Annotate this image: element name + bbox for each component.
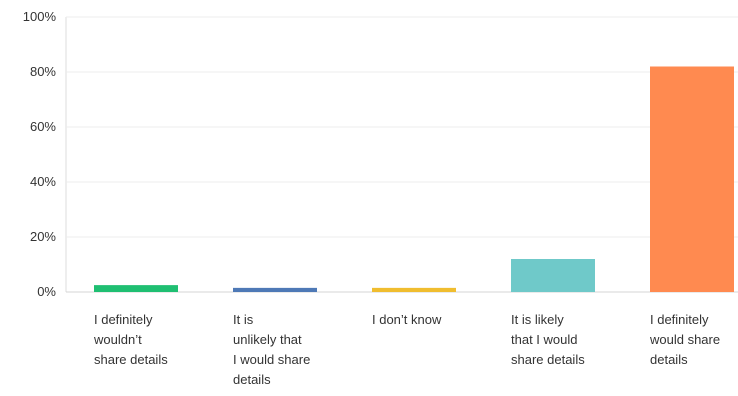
bar-2[interactable] [233,287,317,292]
bars [94,66,734,293]
x-tick-label-line: wouldn’t [93,332,142,347]
x-tick-label-line: details [650,352,688,367]
y-tick-label: 60% [30,119,56,134]
y-tick-label: 20% [30,229,56,244]
x-tick-label: I definitely would share details [649,312,720,367]
x-tick-label: It is likely that I would share details [511,312,585,367]
y-tick-label: 100% [23,9,57,24]
bar-4[interactable] [511,259,595,292]
x-tick-label-line: unlikely that [233,332,302,347]
y-tick-label: 0% [37,284,56,299]
y-axis-ticks: 0% 20% 40% 60% 80% 100% [23,9,57,299]
x-tick-label-line: would share [649,332,720,347]
x-tick-label-line: share details [94,352,168,367]
x-tick-label-line: share details [511,352,585,367]
x-axis-labels: I definitely wouldn’t share details It is un… [93,312,720,387]
x-tick-label: I don’t know [372,312,442,327]
x-tick-label-line: that I would [511,332,578,347]
x-tick-label-line: It is likely [511,312,564,327]
y-tick-label: 40% [30,174,56,189]
x-tick-label-line: I definitely [650,312,709,327]
y-tick-label: 80% [30,64,56,79]
x-tick-label-line: I definitely [94,312,153,327]
x-tick-label-line: I would share [233,352,310,367]
x-tick-label-line: details [233,372,271,387]
gridlines [65,16,738,293]
x-tick-label-line: It is [233,312,254,327]
bar-3[interactable] [372,287,456,292]
x-tick-label-line: I don’t know [372,312,442,327]
bar-1[interactable] [94,285,178,292]
x-tick-label: I definitely wouldn’t share details [93,312,168,367]
bar-5[interactable] [650,66,734,293]
x-tick-label: It is unlikely that I would share details [233,312,310,387]
